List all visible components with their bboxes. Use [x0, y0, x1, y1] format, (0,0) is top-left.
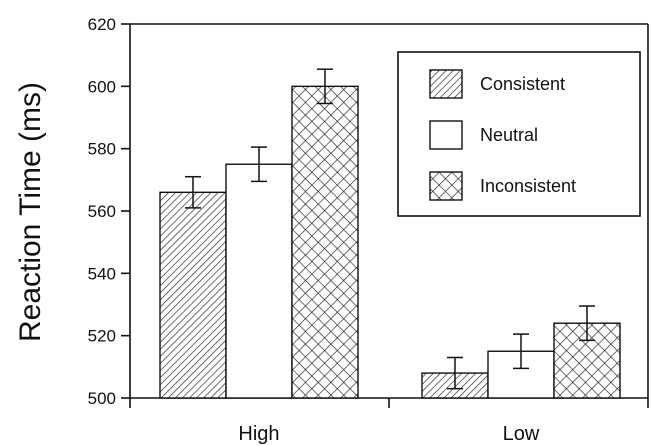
legend-label-inconsistent: Inconsistent [480, 176, 576, 196]
y-tick-label: 600 [88, 77, 116, 96]
y-axis-label: Reaction Time (ms) [14, 82, 47, 342]
axes: 500 520 540 560 580 600 620 High Low [88, 15, 649, 445]
legend-swatch-inconsistent [429, 171, 463, 201]
y-tick-label: 500 [88, 389, 116, 408]
bar-consistent-high [159, 191, 227, 399]
legend-label-neutral: Neutral [480, 125, 538, 145]
y-tick-label: 540 [88, 264, 116, 283]
legend-swatch-consistent [429, 69, 463, 99]
y-tick-label: 580 [88, 140, 116, 159]
error-bars [185, 68, 595, 390]
y-tick-label: 560 [88, 202, 116, 221]
y-tick-label: 620 [88, 15, 116, 34]
bar-neutral-high [225, 163, 293, 399]
bar-inconsistent-high [291, 85, 359, 399]
y-tick-label: 520 [88, 327, 116, 346]
x-category-label: High [238, 423, 279, 445]
legend-swatch-neutral [429, 120, 463, 150]
legend-label-consistent: Consistent [480, 74, 565, 94]
bars [159, 85, 621, 399]
x-category-label: Low [503, 423, 540, 445]
legend: Consistent Neutral Inconsistent [397, 51, 641, 217]
